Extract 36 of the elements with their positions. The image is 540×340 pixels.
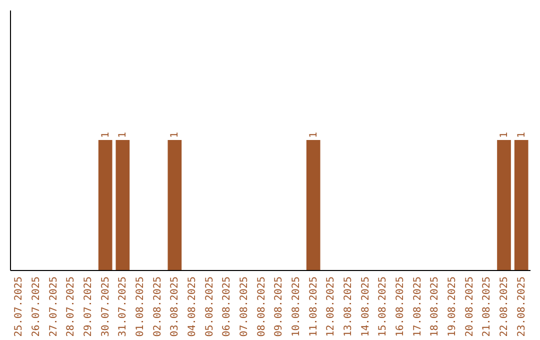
- x-tick-label: 03.08.2025: [170, 276, 181, 337]
- x-tick-label: 12.08.2025: [326, 276, 337, 337]
- x-tick-label: 28.07.2025: [66, 276, 77, 337]
- x-tick-label: 10.08.2025: [291, 276, 302, 337]
- x-tick-label: 07.08.2025: [239, 276, 250, 337]
- x-tick-label: 02.08.2025: [152, 276, 164, 337]
- x-tick-label: 14.08.2025: [360, 276, 372, 337]
- x-tick-label: 01.08.2025: [135, 276, 146, 337]
- x-tick-label: 11.08.2025: [308, 276, 320, 337]
- data-label: 1: [308, 132, 320, 138]
- x-tick-label: 20.08.2025: [464, 276, 476, 337]
- data-label: 1: [100, 132, 112, 138]
- x-tick-label: 16.08.2025: [395, 276, 406, 337]
- data-label: 1: [499, 132, 510, 138]
- x-tick-label: 13.08.2025: [343, 276, 354, 337]
- x-tick-label: 17.08.2025: [412, 276, 424, 337]
- data-label: 1: [170, 132, 181, 138]
- x-tick-label: 08.08.2025: [256, 276, 268, 337]
- x-tick-label: 09.08.2025: [274, 276, 285, 337]
- x-tick-label: 22.08.2025: [499, 276, 510, 337]
- data-label: 1: [118, 132, 129, 138]
- x-tick-label: 21.08.2025: [482, 276, 493, 337]
- x-tick-label: 06.08.2025: [222, 276, 233, 337]
- x-tick-label: 05.08.2025: [204, 276, 216, 337]
- x-tick-label: 27.07.2025: [48, 276, 60, 337]
- x-tick-label: 04.08.2025: [187, 276, 198, 337]
- x-tick-label: 18.08.2025: [430, 276, 441, 337]
- x-tick-label: 15.08.2025: [378, 276, 389, 337]
- x-tick-label: 26.07.2025: [31, 276, 42, 337]
- x-tick-label: 25.07.2025: [14, 276, 25, 337]
- data-label: 1: [516, 132, 528, 138]
- x-tick-label: 31.07.2025: [118, 276, 129, 337]
- x-tick-label: 23.08.2025: [516, 276, 528, 337]
- x-tick-label: 30.07.2025: [100, 276, 112, 337]
- x-tick-label: 29.07.2025: [83, 276, 94, 337]
- x-tick-label: 19.08.2025: [447, 276, 458, 337]
